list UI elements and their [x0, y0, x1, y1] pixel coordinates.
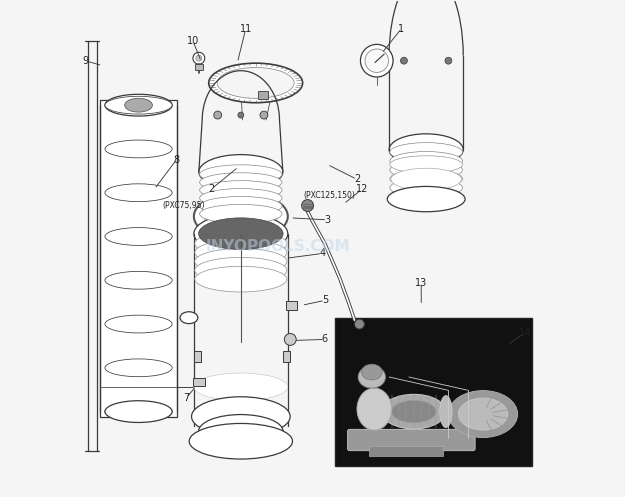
Circle shape	[401, 57, 408, 64]
Ellipse shape	[382, 394, 446, 429]
Ellipse shape	[201, 197, 281, 236]
Ellipse shape	[195, 248, 287, 274]
Circle shape	[354, 319, 364, 329]
Ellipse shape	[390, 152, 462, 170]
Text: 7: 7	[183, 393, 189, 403]
Ellipse shape	[357, 388, 392, 430]
Ellipse shape	[199, 188, 282, 208]
Circle shape	[302, 200, 314, 211]
Ellipse shape	[199, 414, 283, 448]
Ellipse shape	[180, 312, 198, 324]
Ellipse shape	[389, 134, 463, 166]
Ellipse shape	[199, 165, 282, 184]
Text: 10: 10	[187, 36, 199, 46]
Ellipse shape	[358, 366, 386, 388]
Ellipse shape	[390, 187, 462, 206]
Ellipse shape	[105, 401, 172, 422]
Ellipse shape	[125, 98, 152, 112]
Ellipse shape	[105, 359, 172, 377]
Text: (PXC125,150): (PXC125,150)	[304, 191, 356, 200]
Text: 11: 11	[239, 23, 252, 34]
Ellipse shape	[194, 192, 288, 241]
Ellipse shape	[199, 204, 282, 224]
FancyBboxPatch shape	[348, 429, 475, 451]
Ellipse shape	[209, 63, 302, 103]
Text: 8: 8	[174, 155, 179, 165]
Ellipse shape	[194, 214, 288, 253]
Ellipse shape	[390, 161, 462, 179]
Bar	[258, 91, 268, 99]
Text: 3: 3	[324, 215, 331, 225]
Ellipse shape	[390, 178, 462, 197]
Text: 5: 5	[322, 295, 328, 305]
Ellipse shape	[390, 169, 462, 188]
Ellipse shape	[195, 240, 287, 265]
Text: 2: 2	[354, 174, 360, 184]
Circle shape	[260, 111, 268, 119]
Bar	[283, 351, 290, 362]
Bar	[100, 100, 177, 416]
Text: (PXC75,95): (PXC75,95)	[162, 200, 205, 210]
Ellipse shape	[361, 364, 382, 380]
Ellipse shape	[390, 143, 462, 162]
Text: 2: 2	[208, 184, 214, 194]
Ellipse shape	[195, 266, 287, 292]
Ellipse shape	[105, 228, 172, 246]
Circle shape	[196, 55, 202, 61]
Ellipse shape	[199, 196, 282, 216]
Ellipse shape	[105, 140, 172, 158]
Circle shape	[284, 333, 296, 345]
Text: 1: 1	[398, 23, 404, 34]
Circle shape	[361, 44, 393, 77]
Ellipse shape	[194, 373, 288, 401]
Circle shape	[365, 49, 389, 73]
Ellipse shape	[199, 155, 283, 189]
Ellipse shape	[199, 173, 282, 192]
Ellipse shape	[195, 257, 287, 283]
Ellipse shape	[391, 168, 461, 190]
Circle shape	[193, 52, 205, 64]
Ellipse shape	[458, 398, 508, 430]
Text: 6: 6	[322, 334, 328, 344]
Circle shape	[445, 57, 452, 64]
Circle shape	[214, 111, 222, 119]
Ellipse shape	[105, 315, 172, 333]
Bar	[335, 318, 532, 466]
Text: 4: 4	[319, 248, 326, 258]
Bar	[195, 64, 202, 70]
Ellipse shape	[105, 94, 172, 116]
Bar	[286, 301, 297, 310]
Ellipse shape	[204, 201, 278, 232]
Ellipse shape	[217, 68, 294, 98]
Ellipse shape	[390, 156, 462, 173]
Ellipse shape	[189, 423, 292, 459]
Ellipse shape	[195, 231, 287, 256]
Ellipse shape	[105, 403, 172, 420]
Ellipse shape	[388, 186, 465, 212]
Text: INYOPOOLS.COM: INYOPOOLS.COM	[206, 239, 350, 253]
Ellipse shape	[448, 391, 518, 437]
Ellipse shape	[105, 96, 172, 114]
Ellipse shape	[392, 401, 436, 423]
Ellipse shape	[191, 397, 290, 436]
Bar	[369, 446, 444, 456]
Bar	[194, 351, 201, 362]
Text: 14: 14	[519, 328, 531, 337]
Ellipse shape	[440, 396, 452, 427]
Text: 9: 9	[82, 56, 88, 66]
Ellipse shape	[199, 181, 282, 200]
Text: 12: 12	[356, 184, 368, 194]
Bar	[193, 378, 205, 386]
Circle shape	[238, 112, 244, 118]
Ellipse shape	[199, 218, 283, 249]
Ellipse shape	[105, 184, 172, 202]
Ellipse shape	[105, 271, 172, 289]
Text: 13: 13	[415, 278, 428, 288]
